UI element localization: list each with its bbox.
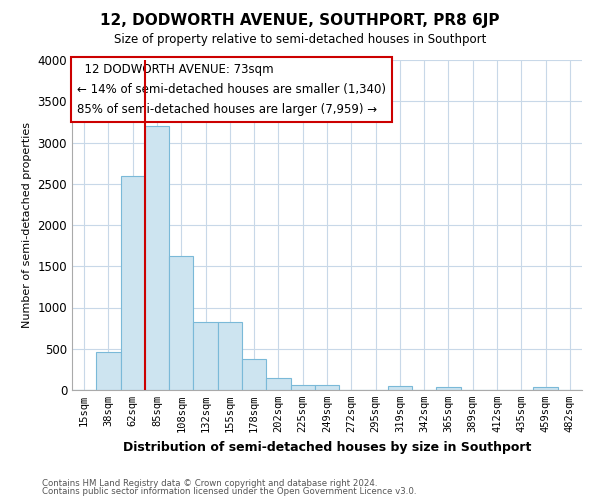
Bar <box>290 384 315 390</box>
Text: Size of property relative to semi-detached houses in Southport: Size of property relative to semi-detach… <box>114 32 486 46</box>
Y-axis label: Number of semi-detached properties: Number of semi-detached properties <box>22 122 32 328</box>
Bar <box>121 176 145 390</box>
Text: Contains HM Land Registry data © Crown copyright and database right 2024.: Contains HM Land Registry data © Crown c… <box>42 478 377 488</box>
Text: 12 DODWORTH AVENUE: 73sqm
← 14% of semi-detached houses are smaller (1,340)
85% : 12 DODWORTH AVENUE: 73sqm ← 14% of semi-… <box>77 64 386 116</box>
Bar <box>242 360 266 390</box>
Text: Contains public sector information licensed under the Open Government Licence v3: Contains public sector information licen… <box>42 487 416 496</box>
Bar <box>266 378 290 390</box>
Bar <box>193 322 218 390</box>
Bar <box>218 322 242 390</box>
Bar <box>145 126 169 390</box>
Bar <box>533 386 558 390</box>
X-axis label: Distribution of semi-detached houses by size in Southport: Distribution of semi-detached houses by … <box>123 440 531 454</box>
Bar <box>436 386 461 390</box>
Bar <box>388 386 412 390</box>
Bar <box>169 256 193 390</box>
Bar <box>315 384 339 390</box>
Bar <box>96 352 121 390</box>
Text: 12, DODWORTH AVENUE, SOUTHPORT, PR8 6JP: 12, DODWORTH AVENUE, SOUTHPORT, PR8 6JP <box>100 12 500 28</box>
